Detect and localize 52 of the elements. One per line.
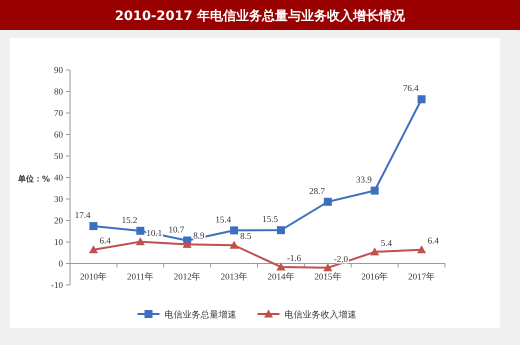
data-label: -2.0 [334,254,349,264]
y-tick-label: 70 [54,108,64,118]
x-tick-label: 2017年 [408,272,436,282]
point [89,222,98,230]
data-label: -1.6 [286,252,302,263]
legend-label: 电信业务收入增速 [284,310,356,320]
x-tick-label: 2011年 [126,272,154,282]
x-tick-label: 2010年 [80,272,107,282]
data-label: 6.4 [428,236,440,246]
chart-title: 2010-2017 年电信业务总量与业务收入增长情况 [114,8,406,24]
point [323,263,332,272]
point [88,245,98,254]
point [182,240,192,248]
point [370,186,379,195]
point [230,240,239,249]
data-label: 15.4 [215,214,232,224]
x-tick-label: 2013年 [220,272,248,282]
y-tick-label: 60 [54,130,64,140]
y-tick-label: 80 [54,86,64,96]
point [276,262,286,270]
x-tick-label: 2015年 [314,272,342,282]
data-label: 76.4 [402,83,420,94]
y-tick-label: 50 [54,151,64,161]
y-tick-label: 30 [54,194,64,204]
y-tick-label: 0 [58,258,64,268]
y-tick-label: -10 [51,280,64,290]
point [417,245,426,254]
point [136,226,144,235]
point [324,198,332,206]
x-tick-label: 2016年 [361,272,388,282]
y-tick-label: 20 [54,216,64,226]
point [276,226,285,234]
point [230,226,238,234]
data-label: 33.9 [356,174,372,185]
data-label: 8.5 [240,231,252,242]
point [136,237,145,246]
y-axis-title: 单位：% [17,174,50,184]
data-label: 6.4 [99,236,112,246]
y-tick-label: 40 [54,172,64,182]
data-label: 10.7 [168,224,185,234]
point [418,95,426,104]
point [370,247,380,256]
data-label: 5.4 [380,238,392,248]
x-tick-label: 2012年 [174,272,201,282]
y-tick-label: 90 [54,65,64,75]
legend-label: 电信业务总量增速 [164,310,236,320]
data-label: 17.4 [74,210,91,220]
data-label: 28.7 [309,186,326,196]
x-tick-label: 2014年 [267,272,294,282]
y-tick-label: 10 [54,237,64,247]
data-label: 15.2 [122,214,138,225]
data-label: 15.5 [262,214,278,224]
